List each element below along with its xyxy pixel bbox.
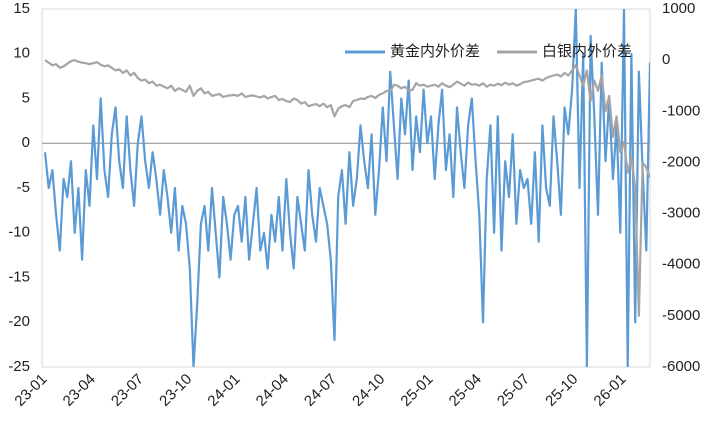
y2-tick-label: 0 [662, 51, 670, 68]
x-tick-label: 24-07 [301, 371, 340, 410]
y-tick-label: 15 [13, 0, 30, 17]
y-tick-label: -25 [8, 358, 30, 375]
x-tick-label: 25-10 [542, 371, 581, 410]
y2-tick-label: -1000 [662, 102, 700, 119]
y-tick-label: 10 [13, 45, 30, 62]
series-line [44, 59, 650, 317]
y2-tick-label: -3000 [662, 205, 700, 222]
y2-tick-label: -5000 [662, 307, 700, 324]
legend-label: 白银内外价差 [542, 43, 632, 60]
y-tick-label: 5 [22, 89, 30, 106]
x-tick-label: 23-04 [60, 371, 99, 410]
x-tick-label: 25-04 [446, 371, 485, 410]
x-tick-label: 24-10 [349, 371, 388, 410]
x-tick-label: 24-01 [204, 371, 243, 410]
y2-tick-label: 1000 [662, 0, 695, 17]
y-tick-label: -20 [8, 313, 30, 330]
legend-label: 黄金内外价差 [390, 43, 480, 60]
plot-frame [41, 8, 651, 368]
x-tick-label: 23-07 [108, 371, 147, 410]
y2-tick-label: -4000 [662, 256, 700, 273]
x-tick-label: 25-07 [494, 371, 533, 410]
series-line [43, 9, 650, 367]
x-tick-label: 25-01 [397, 371, 436, 410]
y2-tick-label: -2000 [662, 153, 700, 170]
x-tick-label: 23-10 [156, 371, 195, 410]
y-tick-label: -10 [8, 224, 30, 241]
y2-tick-label: -6000 [662, 358, 700, 375]
y-tick-label: 0 [22, 134, 30, 151]
x-tick-label: 23-01 [11, 371, 50, 410]
x-tick-label: 26-01 [590, 371, 629, 410]
y-tick-label: -15 [8, 268, 30, 285]
y-tick-label: -5 [17, 179, 30, 196]
x-tick-label: 24-04 [253, 371, 292, 410]
